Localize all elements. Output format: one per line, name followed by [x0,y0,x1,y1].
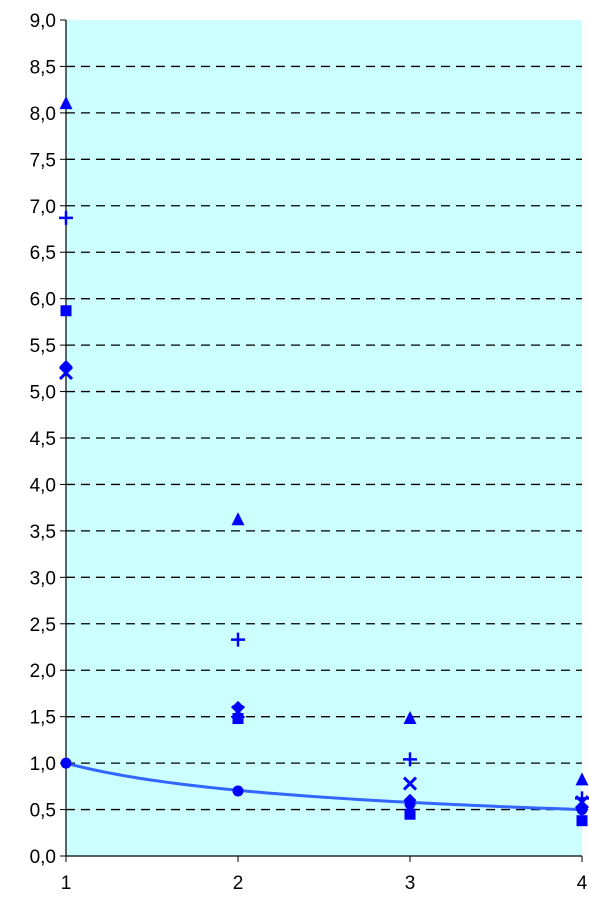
x-tick-label: 3 [405,873,416,894]
square-point [404,808,416,820]
x-tick-label: 4 [577,873,588,894]
x-point [402,776,418,791]
triangle-point [575,772,589,786]
x-point [230,704,246,720]
y-tick-label: 6,0 [30,290,56,311]
y-tick-label: 8,5 [30,57,56,78]
triangle-point [59,96,73,110]
y-tick-label: 6,5 [30,243,56,264]
y-tick-label: 4,0 [30,475,56,496]
x-tick-label: 2 [233,873,244,894]
plus-point [59,210,73,225]
y-tick-label: 1,5 [30,708,56,729]
circle-point [232,785,244,797]
triangle-point [231,512,245,526]
x-point [58,365,74,381]
square-point [232,713,244,725]
fit-curve-layer [65,761,583,812]
y-tick-label: 3,0 [30,568,56,589]
circle-point [404,798,416,810]
y-tick-label: 8,0 [30,104,56,125]
y-tick-label: 0,5 [30,801,56,822]
y-tick-label: 2,0 [30,661,56,682]
gridlines [66,65,582,811]
y-tick-label: 0,0 [30,847,56,868]
y-tick-label: 2,5 [30,615,56,636]
fit-curve [65,761,583,812]
y-tick-label: 7,5 [30,150,56,171]
y-tick-label: 4,5 [30,429,56,450]
y-tick-label: 3,5 [30,522,56,543]
square-point [60,305,72,317]
axes: 0,0 0,5 1,0 1,5 2,0 2,5 3,0 3,5 4,0 4,5 5,0 5,5 6,0 6… [30,11,588,894]
x-tick-label: 1 [61,873,72,894]
plus-point [403,752,417,767]
data-points [58,96,589,827]
triangle-point [403,711,417,725]
circle-point [60,757,72,769]
y-tick-label: 9,0 [30,11,56,32]
square-point [576,815,588,827]
y-tick-label: 5,0 [30,383,56,404]
y-tick-label: 5,5 [30,336,56,357]
y-tick-label: 7,0 [30,197,56,218]
y-tick-label: 1,0 [30,754,56,775]
plus-point [231,632,245,647]
circle-point [576,804,588,816]
